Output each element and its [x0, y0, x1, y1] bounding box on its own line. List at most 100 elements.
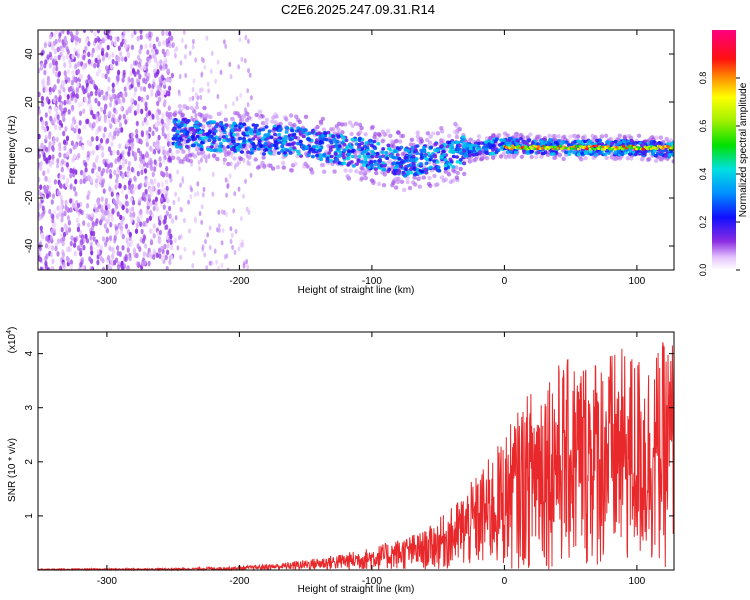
spectrogram-cell — [528, 132, 533, 137]
spectrogram-cell — [642, 147, 646, 151]
spectrogram-cell — [363, 132, 368, 137]
spectrogram-cell — [237, 64, 241, 70]
spectrogram-cell — [635, 147, 639, 151]
spectrogram-cell — [46, 54, 50, 60]
spectrogram-cell — [172, 120, 177, 124]
spectrogram-cell — [284, 117, 289, 122]
spectrogram-cell — [216, 227, 219, 233]
spectrogram-cell — [198, 130, 203, 134]
spectrogram-cell — [273, 132, 277, 137]
spectrogram-cell — [59, 183, 63, 189]
spectrogram-cell — [257, 109, 263, 115]
spectrogram-cell — [310, 154, 315, 159]
spectrogram-cell — [122, 30, 127, 35]
spectrogram-cell — [225, 192, 229, 198]
spectrogram-cell — [44, 86, 48, 93]
spectrogram-cell — [90, 136, 94, 142]
spectrogram-cell — [222, 209, 226, 216]
spectrogram-cell — [208, 114, 213, 120]
spectrogram-cell — [331, 127, 336, 132]
spectrogram-cell — [391, 180, 396, 185]
spectrogram-cell — [613, 148, 617, 151]
spectrogram-cell — [43, 126, 47, 133]
spectrogram-cell — [144, 179, 148, 185]
spectrogram-cell — [146, 56, 150, 63]
spectrogram-cell — [247, 38, 250, 44]
spectrogram-cell — [215, 122, 220, 126]
spectrogram-cell — [119, 105, 123, 112]
snr-x-tick-label: -200 — [229, 576, 249, 587]
spectrogram-cell — [272, 127, 277, 131]
spectrogram-cell — [95, 112, 99, 119]
spectrogram-cell — [128, 231, 132, 238]
spectrogram-cell — [58, 152, 62, 158]
spectrogram-cell — [130, 97, 134, 103]
spectrogram-cell — [105, 236, 109, 243]
spectrogram-cell — [48, 34, 53, 40]
spectrogram-cell — [508, 141, 513, 146]
spectrogram-cell — [69, 183, 73, 189]
spectrogram-cell — [157, 109, 162, 116]
spectrogram-cell — [93, 203, 97, 210]
spectrogram-cell — [357, 144, 361, 149]
spectrogram-cell — [413, 182, 418, 187]
spectrogram-cell — [121, 150, 125, 156]
spectrogram-cell — [97, 166, 101, 172]
spectrogram-cell — [259, 144, 264, 149]
spectrogram-cell — [264, 147, 269, 152]
snr-y-tick-label: 3 — [24, 405, 35, 411]
spectrogram-cell — [354, 169, 359, 174]
spectrogram-cell — [109, 258, 114, 265]
spectrogram-cell — [522, 150, 527, 155]
spectrogram-cell — [137, 81, 141, 88]
spectrogram-cell — [427, 175, 432, 181]
spectrogram-cell — [52, 227, 57, 234]
spectrogram-cell — [306, 153, 311, 157]
spectrogram-cell — [126, 81, 130, 87]
spectrogram-cell — [283, 151, 287, 155]
spectrogram-cell — [127, 76, 131, 82]
spectrogram-cell — [117, 45, 121, 52]
spectrogram-cell — [143, 259, 147, 266]
spectrogram-cell — [123, 86, 127, 92]
spectrogram-cell — [87, 190, 91, 196]
spectrogram-cell — [462, 161, 466, 165]
spectrogram-cell — [471, 153, 476, 157]
spectrogram-cell — [178, 159, 183, 165]
spectrogram-cell — [38, 176, 41, 183]
spectrogram-cell — [194, 57, 198, 63]
spectrogram-cell — [597, 147, 601, 150]
spectrogram-cell — [105, 65, 109, 71]
spectrogram-cell — [121, 215, 125, 222]
spectrogram-cell — [183, 217, 186, 223]
spectrogram-cell — [262, 164, 267, 170]
spectrogram-cell — [52, 118, 56, 124]
spectrogram-cell — [257, 139, 262, 143]
spectrogram-cell — [148, 215, 152, 221]
spectrogram-cell — [381, 147, 386, 151]
spectrogram-cell — [448, 162, 453, 167]
spectrogram-cell — [108, 132, 112, 138]
spectrogram-cell — [110, 63, 114, 70]
spectrogram-cell — [42, 170, 46, 176]
spectrogram-cell — [242, 157, 246, 163]
spectrogram-cell — [280, 149, 284, 153]
spectrogram-cell — [232, 148, 237, 153]
spectrogram-cell — [211, 140, 216, 145]
spectrogram-cell — [84, 45, 88, 52]
spectrogram-cell — [527, 138, 532, 143]
spectrogram-cell — [171, 218, 175, 224]
spectrogram-cell — [100, 179, 104, 185]
spectrogram-cell — [226, 183, 230, 189]
spectrogram-cell — [128, 138, 132, 144]
spectrogram-cell — [73, 237, 77, 243]
spectrogram-cell — [148, 110, 152, 117]
spectrogram-cell — [175, 144, 179, 149]
spectrogram-cell — [148, 187, 152, 193]
spectrogram-cell — [359, 125, 364, 131]
spectrogram-cell — [135, 120, 139, 127]
spectrogram-cell — [104, 103, 108, 110]
spectrogram-cell — [80, 209, 84, 216]
spectrogram-cell — [271, 115, 276, 120]
